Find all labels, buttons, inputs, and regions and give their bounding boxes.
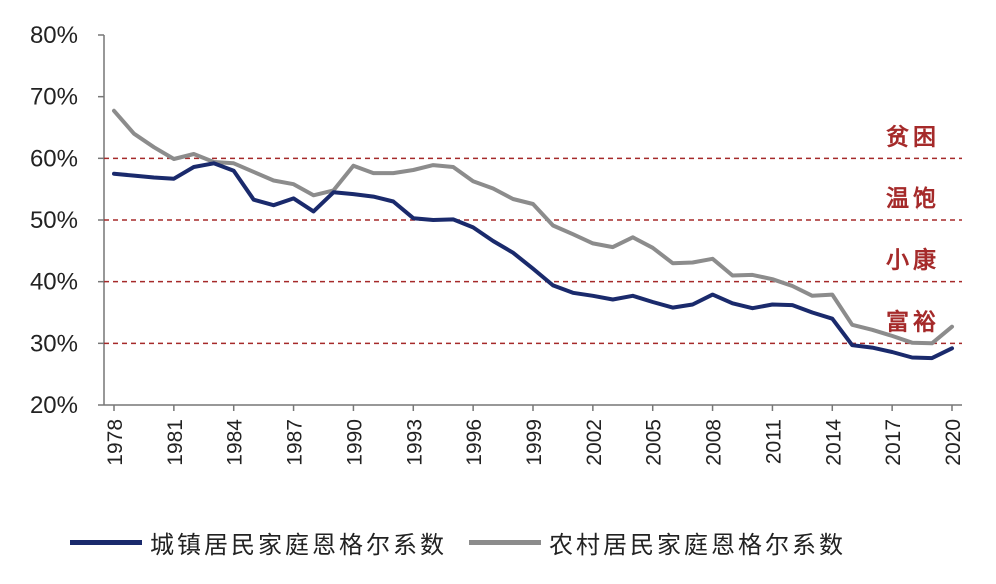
- x-tick-label: 1996: [463, 419, 486, 466]
- y-tick-label: 20%: [30, 392, 78, 419]
- x-tick-label: 1993: [403, 419, 426, 466]
- band-label: 富裕: [886, 308, 940, 335]
- band-label: 贫困: [886, 123, 940, 150]
- x-tick-label: 1984: [224, 419, 247, 466]
- y-tick-label: 40%: [30, 269, 78, 296]
- legend: 城镇居民家庭恩格尔系数 农村居民家庭恩格尔系数: [70, 522, 970, 562]
- y-axis: 20% 30% 40% 50% 60% 70% 80%: [30, 22, 105, 419]
- x-axis: 1978 1981 1984 1987 1990 1993 1996 1999 2002 2005…: [104, 404, 965, 466]
- y-tick-label: 80%: [30, 22, 78, 49]
- x-tick-label: 2014: [822, 419, 845, 466]
- band-label: 小康: [886, 247, 940, 274]
- y-tick-label: 60%: [30, 145, 78, 172]
- x-tick-label: 2017: [882, 419, 905, 466]
- y-tick-label: 50%: [30, 207, 78, 234]
- series-line-rural: [112, 108, 954, 346]
- series-line-urban: [112, 161, 954, 361]
- x-tick-label: 2002: [583, 419, 606, 466]
- x-tick-label: 1978: [104, 419, 127, 466]
- band-label: 温饱: [886, 185, 940, 212]
- x-tick-label: 2020: [942, 419, 965, 466]
- x-tick-label: 2005: [643, 419, 666, 466]
- legend-label-rural: 农村居民家庭恩格尔系数: [549, 530, 846, 559]
- x-tick-label: 1990: [343, 419, 366, 466]
- legend-item-urban: 城镇居民家庭恩格尔系数: [70, 525, 447, 560]
- series-lines: [112, 108, 954, 361]
- x-tick-label: 2011: [762, 419, 785, 464]
- x-tick-label: 1987: [284, 419, 307, 466]
- y-tick-label: 30%: [30, 330, 78, 357]
- x-tick-label: 1981: [164, 419, 187, 466]
- legend-swatch-rural: [469, 539, 541, 545]
- legend-swatch-urban: [70, 539, 142, 545]
- legend-item-rural: 农村居民家庭恩格尔系数: [469, 525, 846, 560]
- x-tick-label: 2008: [703, 419, 726, 466]
- legend-label-urban: 城镇居民家庭恩格尔系数: [150, 530, 447, 559]
- x-tick-label: 1999: [523, 419, 546, 466]
- y-tick-label: 70%: [30, 84, 78, 111]
